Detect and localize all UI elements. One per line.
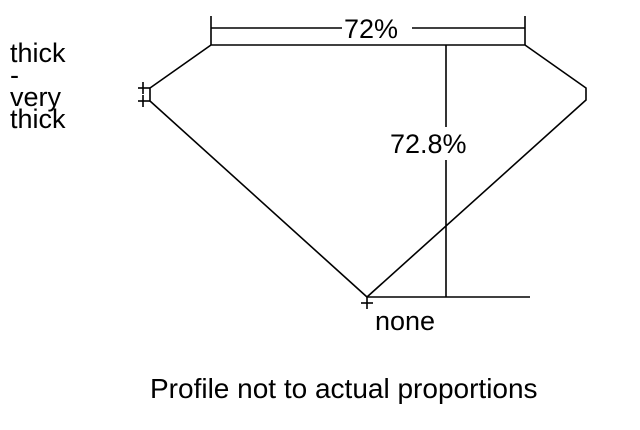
table-percentage-label: 72%	[344, 14, 399, 44]
girdle-label-line: thick	[10, 104, 66, 134]
girdle-label-line: -	[10, 60, 19, 90]
girdle-label-line: thick	[10, 38, 66, 68]
gem-outline	[149, 44, 587, 299]
culet-label: none	[375, 306, 436, 336]
depth-percentage-label: 72.8%	[390, 129, 467, 159]
girdle-thickness-label: thick - very thick	[10, 38, 66, 134]
girdle-label-line: very	[10, 82, 62, 112]
caption: Profile not to actual proportions	[150, 373, 538, 404]
